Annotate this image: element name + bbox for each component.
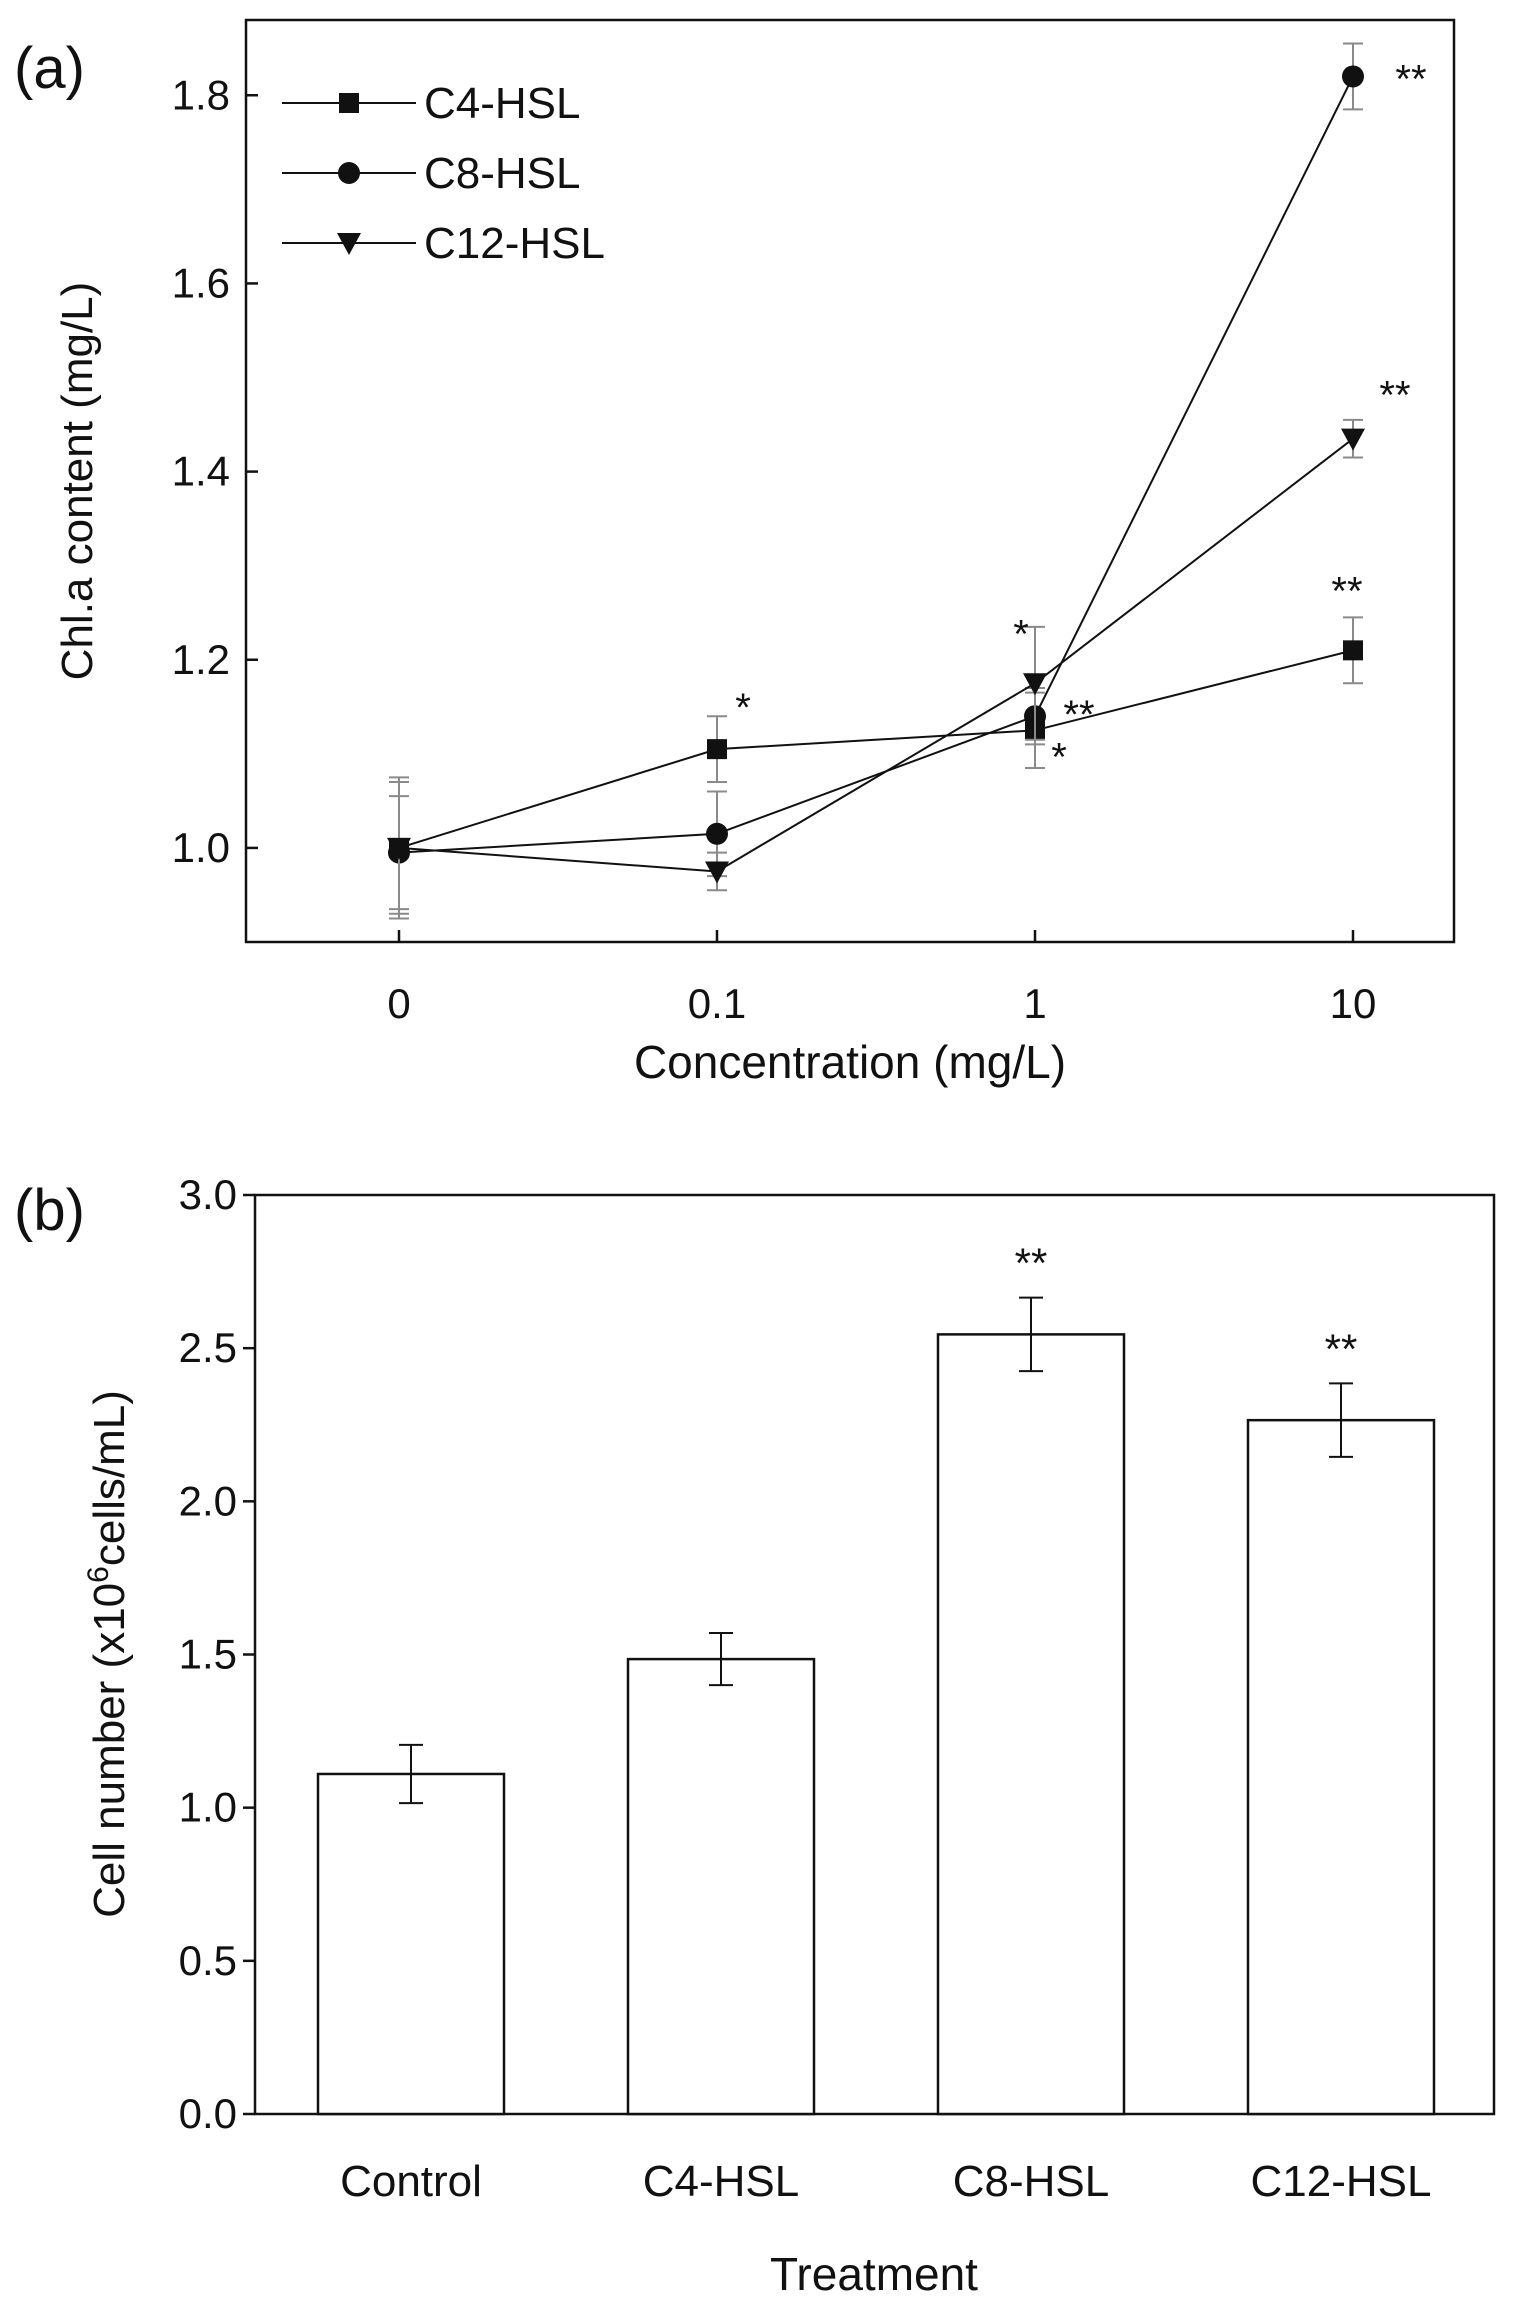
panel-b-bar-c12-hsl [1246, 1418, 1436, 2116]
panel-b-y-axis-title-prefix: Cell number (x10 [85, 1583, 134, 1918]
panel-a-y-tick-label: 1.4 [172, 448, 230, 495]
panel-a-y-tick-label: 1.8 [172, 71, 230, 118]
panel-a-data-point-c8-hsl [1342, 65, 1364, 88]
panel-b-x-tick-label: C12-HSL [1251, 2157, 1432, 2206]
panel-a-data-point-c8-hsl [706, 822, 728, 845]
panel-a-significance-label: ** [1331, 569, 1362, 613]
panel-b-bar-c4-hsl [626, 1657, 816, 2116]
panel-b-y-tick-label: 0.0 [179, 2090, 237, 2137]
panel-b-y-tick-label: 0.5 [179, 1937, 237, 1984]
panel-b-significance-label: ** [1325, 1325, 1358, 1372]
panel-a-significance-label: * [1013, 612, 1029, 656]
panel-a-x-tick-label: 1 [1023, 980, 1046, 1027]
panel-a-data-point-c12-hsl [387, 837, 411, 860]
panel-b-y-tick-label: 2.5 [179, 1324, 237, 1371]
panel-b-x-axis-title: Treatment [770, 2248, 978, 2300]
panel-a-series-line-c12-hsl [398, 437, 1354, 873]
panel-b-x-tick-label: C8-HSL [953, 2157, 1110, 2206]
panel-a-y-tick-label: 1.6 [172, 259, 230, 306]
panel-b-y-axis-title: Cell number (x106cells/mL) [82, 1390, 134, 1918]
panel-a-legend-label-c12-hsl: C12-HSL [424, 219, 605, 268]
panel-a-significance-label: ** [1379, 374, 1410, 418]
panel-a-plot-frame [244, 18, 1456, 944]
panel-a-series-c4-hsl: **** [389, 569, 1363, 920]
panel-b-y-axis-title-suffix: cells/mL) [85, 1390, 134, 1566]
panel-b-y-tick-label: 3.0 [179, 1171, 237, 1218]
panel-a-legend-marker-c4-hsl [339, 93, 359, 113]
panel-a-significance-label: ** [1395, 57, 1426, 101]
panel-a-legend-marker-c8-hsl [338, 162, 360, 184]
panel-b-bar-group-control: Control [316, 1743, 506, 2206]
panel-b-y-tick-label: 1.0 [179, 1784, 237, 1831]
panel-a-data-point-c4-hsl [707, 739, 727, 760]
panel-b-bar-c8-hsl [936, 1333, 1126, 2116]
panel-b-bar-group-c8-hsl: ** C8-HSL [936, 1240, 1126, 2206]
panel-b-bar-chart: (b) Cell number (x106cells/mL) Treatment… [14, 1171, 1496, 2300]
panel-a-series-line-c4-hsl [398, 649, 1354, 849]
panel-a-legend-label-c4-hsl: C4-HSL [424, 79, 581, 128]
panel-b-y-tick-label: 2.0 [179, 1477, 237, 1524]
panel-b-significance-label: ** [1015, 1240, 1048, 1287]
panel-a-line-chart: (a) Chl.a content (mg/L) Concentration (… [14, 18, 1456, 1088]
panel-a-legend-marker-c12-hsl [337, 233, 361, 255]
panel-a-label: (a) [14, 36, 85, 101]
panel-a-significance-label: * [1051, 735, 1067, 779]
panel-a-x-axis-title: Concentration (mg/L) [634, 1036, 1066, 1088]
panel-a-legend-label-c8-hsl: C8-HSL [424, 149, 581, 198]
panel-b-bar-group-c4-hsl: C4-HSL [626, 1632, 816, 2206]
panel-a-series-c12-hsl: *** [387, 374, 1411, 915]
panel-a-data-point-c12-hsl [1023, 673, 1047, 696]
panel-b-y-tick-label: 1.5 [179, 1631, 237, 1678]
panel-a-data-point-c12-hsl [1341, 428, 1365, 451]
panel-a-x-tick-label: 10 [1330, 980, 1377, 1027]
panel-a-data-point-c12-hsl [705, 861, 729, 884]
panel-a-series-line-c8-hsl [398, 76, 1354, 854]
panel-a-data-point-c4-hsl [1343, 640, 1363, 661]
panel-a-y-axis-title: Chl.a content (mg/L) [53, 282, 102, 681]
panel-a-y-tick-label: 1.0 [172, 824, 230, 871]
panel-a-x-tick-label: 0.1 [688, 980, 746, 1027]
panel-b-y-axis-title-superscript: 6 [82, 1566, 115, 1583]
panel-b-bar-group-c12-hsl: ** C12-HSL [1246, 1325, 1436, 2206]
panel-a-legend: C4-HSL C8-HSL C12-HSL [282, 79, 605, 268]
panel-a-significance-label: ** [1063, 693, 1094, 737]
panel-a-significance-label: * [735, 686, 751, 730]
panel-b-x-tick-label: Control [340, 2157, 482, 2206]
panel-a-x-tick-label: 0 [387, 980, 410, 1027]
panel-b-label: (b) [14, 1178, 85, 1243]
panel-b-x-tick-label: C4-HSL [643, 2157, 800, 2206]
panel-a-y-tick-label: 1.2 [172, 636, 230, 683]
panel-b-bar-control [316, 1772, 506, 2116]
